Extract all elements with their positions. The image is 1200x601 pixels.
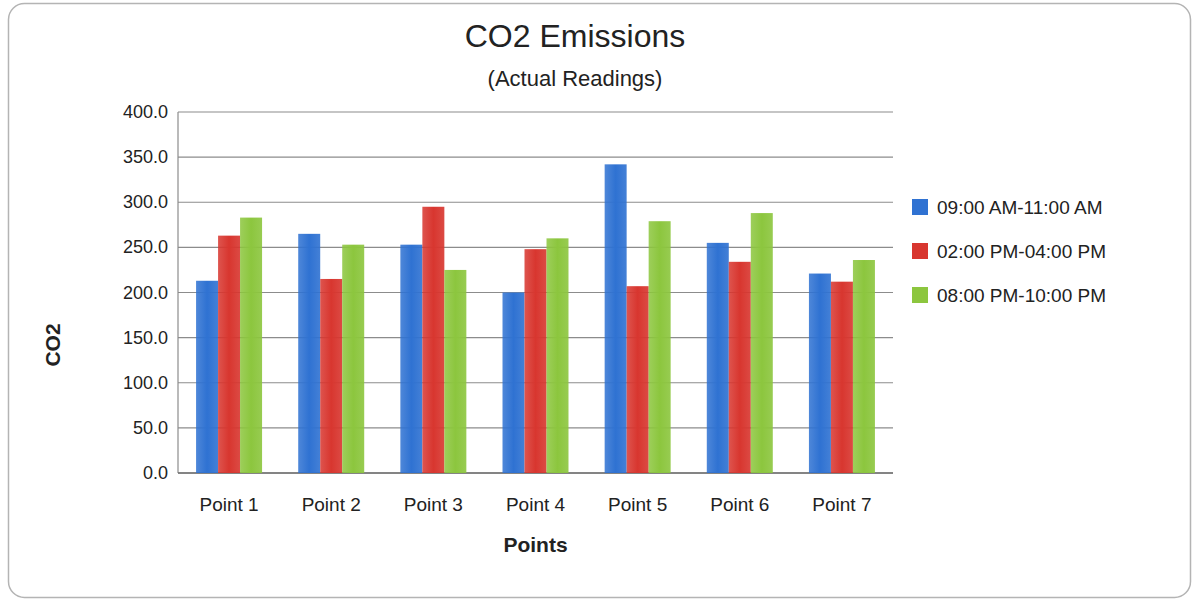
x-tick-label: Point 5	[608, 494, 667, 515]
bar	[196, 281, 218, 473]
bar	[218, 236, 240, 473]
y-tick-label: 0.0	[143, 463, 168, 483]
y-tick-label: 300.0	[123, 192, 168, 212]
grid-line	[178, 157, 893, 158]
chart-frame	[9, 4, 1191, 598]
bars	[196, 164, 875, 473]
legend-label: 08:00 PM-10:00 PM	[937, 285, 1106, 306]
bar	[831, 282, 853, 473]
x-axis-label: Points	[503, 533, 567, 556]
title: CO2 Emissions	[465, 18, 686, 54]
bar	[649, 221, 671, 473]
bar	[525, 249, 547, 473]
bar	[503, 293, 525, 474]
bar	[729, 262, 751, 473]
bar	[853, 260, 875, 473]
bar	[809, 274, 831, 473]
bar	[342, 245, 364, 473]
grid-line	[178, 111, 893, 112]
bar	[444, 270, 466, 473]
y-tick-label: 200.0	[123, 283, 168, 303]
y-tick-label: 350.0	[123, 147, 168, 167]
x-tick-label: Point 4	[506, 494, 566, 515]
legend-swatch	[912, 243, 928, 259]
x-tick-label: Point 6	[710, 494, 769, 515]
bar	[400, 245, 422, 473]
x-tick-label: Point 2	[302, 494, 361, 515]
grid-line	[178, 247, 893, 248]
x-tick-label: Point 3	[404, 494, 463, 515]
bar	[707, 243, 729, 473]
bar	[751, 213, 773, 473]
bar	[627, 286, 649, 473]
bar	[320, 279, 342, 473]
legend-swatch	[912, 199, 928, 215]
bar	[298, 234, 320, 473]
chart: CO2 Emissions (Actual Readings) 0.0 50.0 100…	[0, 0, 1200, 601]
legend-label: 09:00 AM-11:00 AM	[937, 197, 1102, 218]
y-tick-label: 50.0	[133, 418, 168, 438]
y-axis	[177, 112, 178, 473]
y-axis-label: CO2	[41, 323, 64, 366]
legend-swatch	[912, 287, 928, 303]
x-tick-label: Point 1	[199, 494, 258, 515]
bar	[422, 207, 444, 473]
bar	[240, 218, 262, 473]
y-tick-label: 100.0	[123, 373, 168, 393]
bar	[547, 238, 569, 473]
legend-label: 02:00 PM-04:00 PM	[937, 241, 1106, 262]
legend: 09:00 AM-11:00 AM 02:00 PM-04:00 PM 08:00 …	[912, 197, 1106, 306]
subtitle: (Actual Readings)	[488, 66, 663, 91]
y-tick-label: 400.0	[123, 102, 168, 122]
bar	[605, 164, 627, 473]
y-tick-label: 150.0	[123, 328, 168, 348]
y-tick-label: 250.0	[123, 237, 168, 257]
grid	[178, 112, 893, 473]
x-tick-label: Point 7	[812, 494, 871, 515]
grid-line	[178, 202, 893, 203]
